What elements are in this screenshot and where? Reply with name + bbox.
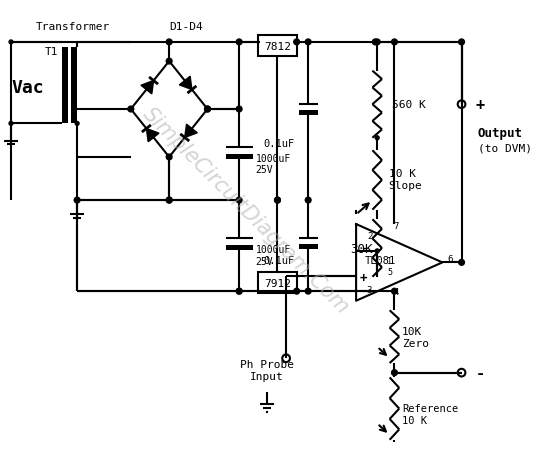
Bar — [258, 36, 296, 57]
Bar — [299, 244, 318, 249]
Text: 4: 4 — [394, 287, 399, 296]
Circle shape — [237, 107, 242, 113]
Circle shape — [458, 101, 465, 109]
Circle shape — [166, 198, 172, 203]
Text: 7: 7 — [394, 222, 399, 231]
Text: 6: 6 — [447, 254, 453, 263]
Circle shape — [305, 40, 311, 46]
Circle shape — [166, 40, 172, 46]
Circle shape — [205, 107, 211, 113]
Circle shape — [458, 260, 464, 266]
Text: Vac: Vac — [12, 79, 44, 97]
Circle shape — [9, 122, 13, 126]
Circle shape — [237, 289, 242, 295]
Polygon shape — [141, 81, 153, 95]
Circle shape — [166, 59, 172, 65]
Circle shape — [392, 289, 397, 295]
Text: 10 K
Slope: 10 K Slope — [389, 169, 422, 190]
Bar — [62, 48, 68, 124]
Text: 0.1uF: 0.1uF — [264, 138, 295, 148]
Circle shape — [392, 370, 397, 376]
Text: 0.1uF: 0.1uF — [264, 256, 295, 266]
Circle shape — [275, 198, 280, 203]
Text: 5: 5 — [387, 268, 392, 277]
Text: 2: 2 — [367, 231, 372, 240]
Circle shape — [74, 198, 80, 203]
Text: 30K: 30K — [350, 242, 373, 255]
Circle shape — [237, 289, 242, 295]
Circle shape — [237, 40, 242, 46]
Text: 10K
Zero: 10K Zero — [402, 327, 429, 348]
Text: +: + — [476, 97, 485, 112]
Circle shape — [392, 40, 397, 46]
Bar — [226, 246, 253, 250]
Circle shape — [375, 249, 379, 253]
Bar — [258, 272, 296, 294]
Text: Transformer: Transformer — [36, 22, 110, 32]
Text: -: - — [360, 241, 368, 254]
Circle shape — [374, 40, 380, 46]
Text: T1: T1 — [44, 47, 58, 57]
Text: 1000uF
25V: 1000uF 25V — [255, 153, 291, 175]
Circle shape — [275, 198, 280, 203]
Text: Output: Output — [478, 127, 523, 140]
Polygon shape — [185, 125, 197, 138]
Circle shape — [75, 122, 79, 126]
Circle shape — [294, 289, 300, 295]
Polygon shape — [179, 77, 192, 90]
Bar — [71, 48, 77, 124]
Polygon shape — [146, 129, 159, 143]
Text: D1-D4: D1-D4 — [170, 22, 203, 32]
Circle shape — [373, 40, 378, 46]
Text: TL081: TL081 — [364, 256, 396, 266]
Text: Reference
10 K: Reference 10 K — [402, 403, 458, 425]
Text: 7912: 7912 — [264, 278, 291, 288]
Bar — [226, 155, 253, 160]
Text: 1000uF
25V: 1000uF 25V — [255, 244, 291, 266]
Circle shape — [305, 289, 311, 295]
Circle shape — [305, 198, 311, 203]
Circle shape — [9, 41, 13, 45]
Circle shape — [205, 107, 211, 113]
Text: (to DVM): (to DVM) — [478, 143, 532, 153]
Circle shape — [166, 198, 172, 203]
Text: 3: 3 — [367, 285, 372, 294]
Text: Ph Probe
Input: Ph Probe Input — [240, 359, 294, 381]
Text: SimpleCircuitDiagram.Com: SimpleCircuitDiagram.Com — [139, 103, 353, 317]
Bar — [299, 110, 318, 115]
Circle shape — [237, 198, 242, 203]
Text: 1: 1 — [387, 257, 392, 265]
Circle shape — [375, 137, 379, 140]
Text: 560 K: 560 K — [392, 100, 426, 110]
Circle shape — [458, 40, 464, 46]
Circle shape — [458, 369, 465, 377]
Circle shape — [458, 370, 464, 376]
Text: +: + — [360, 272, 368, 285]
Circle shape — [166, 155, 172, 161]
Circle shape — [282, 354, 290, 362]
Text: 7812: 7812 — [264, 41, 291, 51]
Circle shape — [294, 40, 300, 46]
Text: -: - — [476, 365, 485, 380]
Circle shape — [128, 107, 134, 113]
